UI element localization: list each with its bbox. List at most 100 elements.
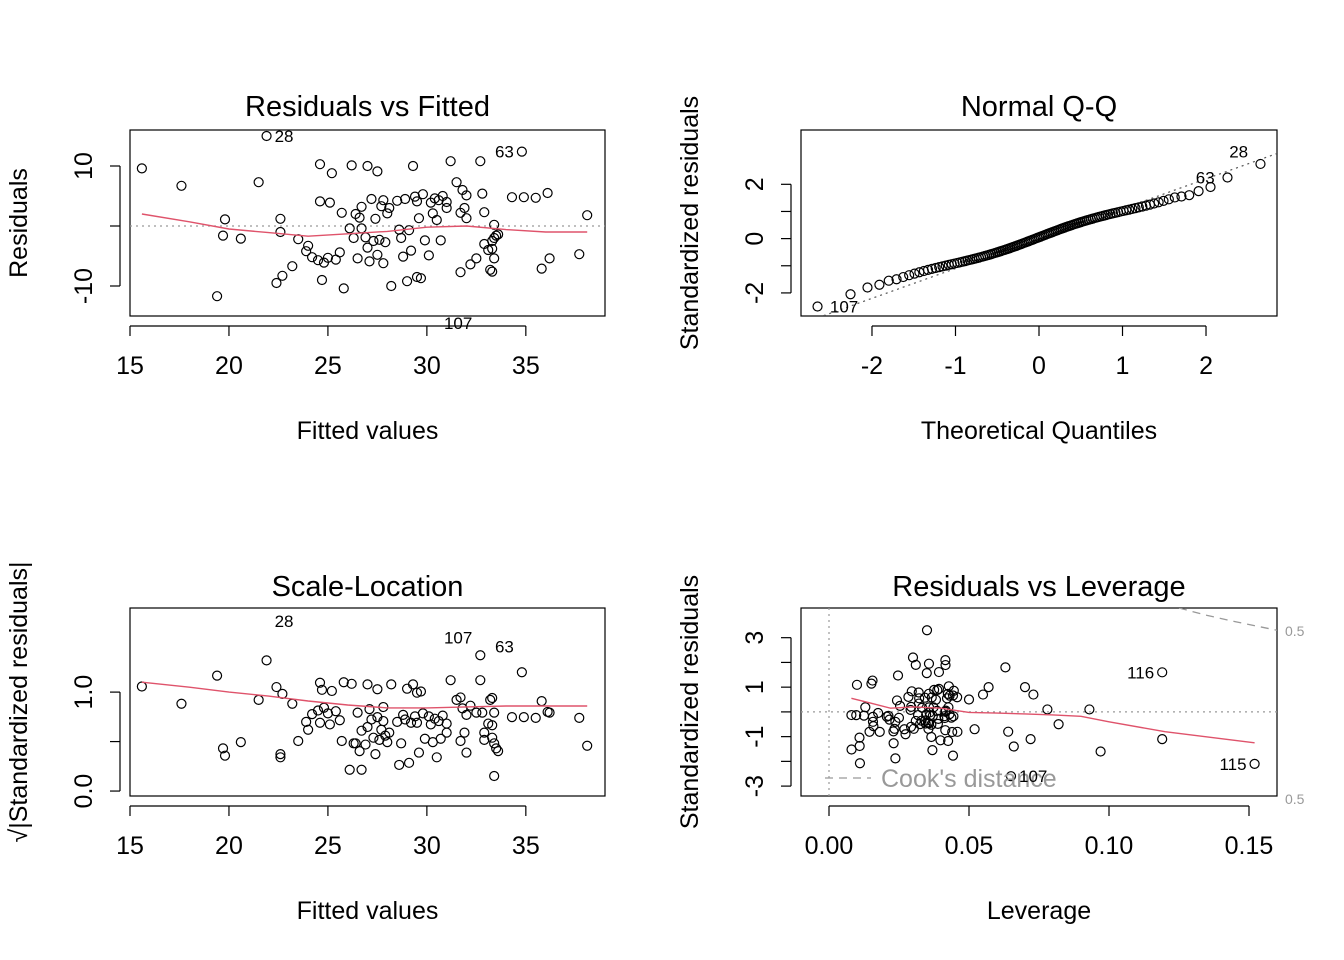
data-point: [927, 745, 938, 756]
data-point: [384, 202, 395, 214]
data-point: [314, 159, 326, 170]
data-point: [465, 259, 476, 270]
data-point: [845, 289, 856, 300]
data-point: [386, 280, 397, 292]
data-point: [939, 712, 950, 724]
data-point: [891, 274, 902, 285]
data-point: [275, 752, 286, 763]
chart-title: Residuals vs Fitted: [245, 91, 490, 123]
data-point: [419, 235, 430, 246]
data-point: [324, 197, 335, 208]
data-point: [867, 675, 878, 686]
data-point: [368, 732, 379, 743]
data-point: [312, 255, 324, 266]
data-point: [413, 747, 425, 758]
data-point: [445, 675, 456, 686]
data-point: [271, 277, 282, 289]
data-point: [574, 249, 585, 260]
x-axis-label: Fitted values: [297, 897, 439, 925]
data-point: [489, 707, 500, 718]
data-point: [277, 270, 288, 281]
data-point: [374, 734, 385, 745]
x-tick-label: 20: [215, 352, 243, 380]
point-label: 28: [1229, 143, 1248, 162]
data-point: [903, 691, 914, 703]
data-point: [378, 195, 389, 206]
data-point: [489, 253, 500, 264]
data-point: [1222, 172, 1233, 183]
data-point: [461, 709, 472, 720]
data-point: [461, 190, 472, 201]
data-point: [330, 706, 341, 717]
smooth-line: [141, 681, 588, 709]
data-point: [348, 738, 359, 749]
y-axis-label: Standardized residuals: [676, 575, 704, 829]
data-point: [890, 716, 901, 727]
data-point: [874, 279, 885, 290]
data-point: [489, 770, 500, 782]
data-point: [922, 264, 934, 276]
data-point: [477, 188, 488, 199]
data-point: [362, 160, 373, 172]
data-point: [400, 714, 411, 725]
y-tick-label: -10: [70, 268, 98, 304]
data-point: [354, 746, 365, 757]
data-point: [518, 712, 529, 723]
data-point: [394, 759, 405, 771]
data-point: [413, 213, 425, 224]
data-point: [316, 274, 328, 286]
data-point: [411, 687, 423, 698]
data-point: [352, 253, 363, 264]
data-point: [348, 232, 359, 244]
x-tick-label: -2: [861, 352, 883, 380]
data-point: [415, 273, 427, 284]
data-point: [380, 237, 391, 248]
plot-area: [130, 130, 605, 302]
data-point: [904, 270, 915, 281]
data-point: [275, 748, 286, 760]
data-point: [423, 250, 434, 261]
data-point: [275, 226, 286, 238]
data-point: [487, 732, 498, 743]
data-point: [352, 707, 363, 718]
data-point: [846, 709, 857, 721]
data-point: [136, 681, 147, 692]
data-point: [1149, 198, 1160, 209]
data-point: [943, 681, 954, 692]
data-point: [372, 249, 383, 260]
x-tick-label: 35: [512, 352, 540, 380]
point-label: 107: [830, 297, 858, 316]
data-point: [969, 724, 980, 735]
data-point: [396, 232, 407, 244]
point-label: 107: [444, 314, 472, 333]
data-point: [364, 256, 375, 267]
data-point: [441, 727, 452, 738]
data-point: [400, 193, 411, 205]
data-point: [941, 693, 953, 704]
data-point: [1095, 746, 1106, 757]
x-tick-label: 25: [314, 352, 342, 380]
data-point: [894, 700, 906, 711]
data-point: [435, 733, 446, 744]
data-point: [952, 726, 963, 737]
chart-title: Normal Q-Q: [961, 91, 1117, 123]
data-point: [370, 213, 381, 224]
data-point: [287, 261, 298, 272]
data-point: [253, 694, 264, 705]
data-point: [542, 187, 553, 199]
data-point: [471, 253, 482, 264]
data-point: [441, 202, 452, 214]
data-point: [417, 189, 429, 200]
y-tick-label: 0: [741, 232, 769, 246]
data-point: [314, 196, 326, 207]
data-point: [479, 734, 490, 745]
scale-location-panel: Scale-Location Fitted values √|Standardize…: [5, 561, 606, 925]
x-tick-label: 20: [215, 832, 243, 860]
data-point: [479, 727, 490, 738]
x-tick-label: 15: [116, 352, 144, 380]
x-axis-label: Leverage: [987, 897, 1091, 925]
data-point: [477, 707, 488, 718]
x-tick-label: 30: [413, 352, 441, 380]
data-point: [943, 735, 954, 747]
